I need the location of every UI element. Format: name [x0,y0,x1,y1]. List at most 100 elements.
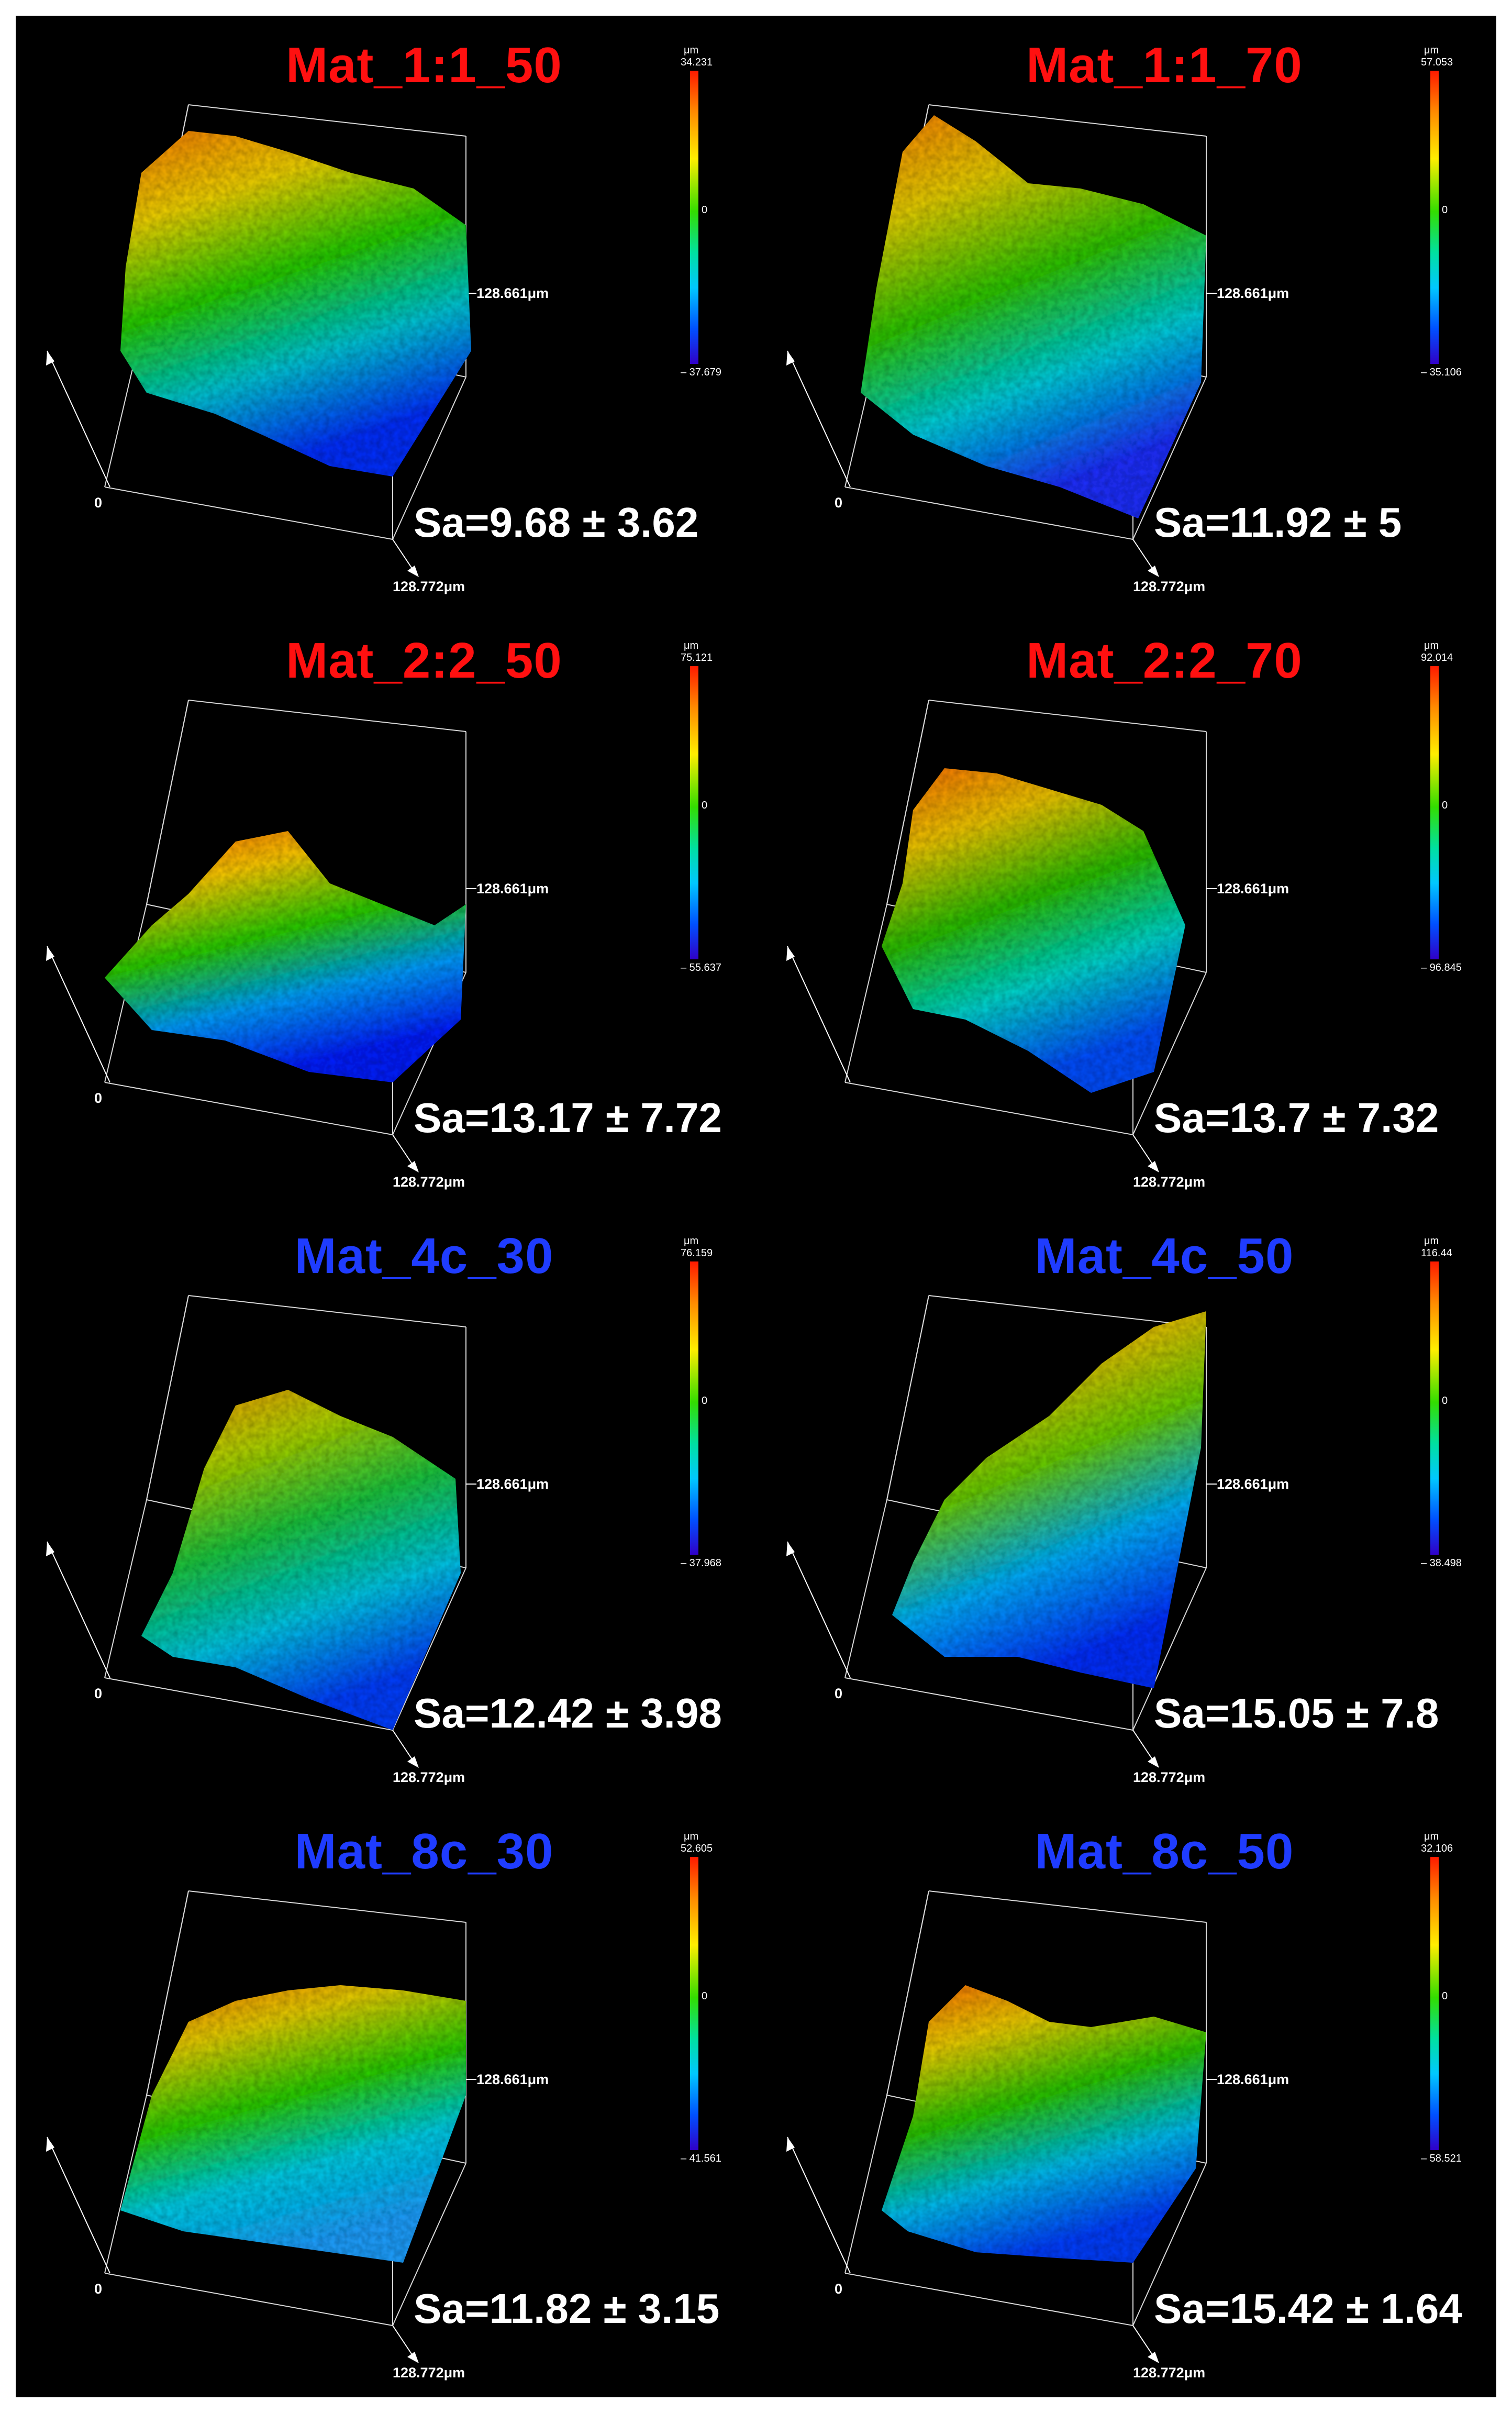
surface-panel-3: Mat_2:2_50 Sa=13.17 ± 7.72 128.661μm 128.77… [16,611,756,1206]
colorbar-zero-value: 0 [702,1395,708,1407]
surface-3d-plot [786,1890,1217,2363]
colorbar-gradient [690,71,698,364]
axis-origin-label: 0 [835,2281,843,2297]
height-map-surface [120,131,471,477]
surface-panel-6: Mat_4c_50 Sa=15.05 ± 7.8 128.661μm 128.772μ… [756,1206,1496,1802]
colorbar-unit: μm [684,1235,699,1247]
colorbar-min-value: – 35.106 [1421,367,1462,378]
axis-label-x-length: 128.772μm [393,2365,465,2381]
roughness-sa-value: Sa=13.7 ± 7.32 [1154,1094,1439,1141]
axis-label-x-length: 128.772μm [1133,1769,1206,1785]
sample-title: Mat_4c_30 [294,1228,554,1284]
axis-origin-label: 0 [835,1686,843,1701]
surface-3d-plot [46,104,476,577]
axis-label-y-length: 128.661μm [1217,881,1289,896]
colorbar-max-value: 34.231 [681,57,713,68]
axis-origin-label: 0 [835,495,843,511]
height-map-surface [882,1985,1206,2263]
axis-label-y-length: 128.661μm [476,285,549,301]
surface-3d-plot [46,700,476,1172]
figure-frame: Mat_1:1_50 Sa=9.68 ± 3.62 128.661μm 128.772… [16,16,1496,2397]
colorbar-max-value: 76.159 [681,1247,713,1259]
colorbar-min-value: – 41.561 [681,2153,721,2164]
height-map-surface [892,1311,1206,1688]
colorbar-zero-value: 0 [1442,204,1448,216]
sample-title: Mat_4c_50 [1035,1228,1294,1284]
colorbar-zero-value: 0 [702,800,708,811]
colorbar-max-value: 92.014 [1421,652,1453,663]
axis-label-x-length: 128.772μm [1133,2365,1206,2381]
surface-3d-plot [786,1295,1217,1768]
colorbar-gradient [690,1857,698,2150]
sample-title: Mat_2:2_50 [286,633,562,689]
colorbar-zero-value: 0 [1442,800,1448,811]
colorbar-gradient [690,1261,698,1555]
axis-origin-label: 0 [94,495,103,511]
roughness-sa-value: Sa=13.17 ± 7.72 [414,1094,722,1141]
roughness-sa-value: Sa=15.05 ± 7.8 [1154,1690,1439,1736]
colorbar-gradient [1430,71,1439,364]
colorbar-unit: μm [684,640,699,651]
height-map-surface [141,1390,461,1730]
axis-label-x-length: 128.772μm [393,579,465,594]
colorbar-zero-value: 0 [702,204,708,216]
colorbar-gradient [1430,1857,1439,2150]
roughness-sa-value: Sa=12.42 ± 3.98 [414,1690,722,1736]
surface-panel-5: Mat_4c_30 Sa=12.42 ± 3.98 128.661μm 128.772… [16,1206,756,1802]
roughness-sa-value: Sa=11.92 ± 5 [1154,499,1402,546]
roughness-sa-value: Sa=9.68 ± 3.62 [414,499,699,546]
colorbar-min-value: – 38.498 [1421,1557,1462,1569]
height-map-surface [105,831,466,1082]
axis-label-x-length: 128.772μm [393,1174,465,1190]
axis-label-y-length: 128.661μm [1217,2072,1289,2087]
colorbar-unit: μm [684,1831,699,1842]
colorbar-unit: μm [684,45,699,56]
surface-3d-plot [46,1890,476,2363]
colorbar-unit: μm [1424,1831,1439,1842]
colorbar-max-value: 52.605 [681,1843,713,1854]
colorbar-gradient [690,666,698,959]
colorbar-max-value: 57.053 [1421,57,1453,68]
roughness-sa-value: Sa=11.82 ± 3.15 [414,2285,720,2332]
colorbar-max-value: 116.44 [1421,1247,1452,1259]
surface-panel-2: Mat_1:1_70 Sa=11.92 ± 5 128.661μm 128.772μm… [756,16,1496,611]
sample-title: Mat_8c_50 [1035,1823,1294,1879]
axis-label-y-length: 128.661μm [1217,1476,1289,1492]
colorbar-unit: μm [1424,1235,1439,1247]
surface-3d-plot [786,104,1217,577]
colorbar-zero-value: 0 [1442,1395,1448,1407]
axis-origin-label: 0 [94,1090,103,1106]
sample-title: Mat_1:1_50 [286,37,562,93]
colorbar-min-value: – 37.968 [681,1557,721,1569]
colorbar-zero-value: 0 [702,1990,708,2002]
surface-3d-plot [46,1295,476,1768]
colorbar-unit: μm [1424,45,1439,56]
axis-label-x-length: 128.772μm [1133,1174,1206,1190]
axis-label-y-length: 128.661μm [1217,285,1289,301]
axis-label-y-length: 128.661μm [476,881,549,896]
colorbar-max-value: 75.121 [681,652,713,663]
colorbar-unit: μm [1424,640,1439,651]
colorbar-min-value: – 37.679 [681,367,721,378]
sample-title: Mat_8c_30 [294,1823,554,1879]
surface-3d-plot [786,700,1217,1172]
height-map-surface [861,115,1206,518]
axis-origin-label: 0 [94,2281,103,2297]
colorbar-gradient [1430,666,1439,959]
axis-origin-label: 0 [94,1686,103,1701]
colorbar-max-value: 32.106 [1421,1843,1453,1854]
colorbar-gradient [1430,1261,1439,1555]
axis-label-y-length: 128.661μm [476,1476,549,1492]
colorbar-min-value: – 96.845 [1421,962,1462,973]
sample-title: Mat_1:1_70 [1026,37,1303,93]
surface-panel-4: Mat_2:2_70 Sa=13.7 ± 7.32 128.661μm 128.772… [756,611,1496,1206]
axis-label-x-length: 128.772μm [1133,579,1206,594]
roughness-sa-value: Sa=15.42 ± 1.64 [1154,2285,1462,2332]
axis-label-y-length: 128.661μm [476,2072,549,2087]
surface-panel-7: Mat_8c_30 Sa=11.82 ± 3.15 128.661μm 128.772… [16,1802,756,2397]
height-map-surface [882,768,1185,1093]
height-map-surface [120,1985,466,2263]
surface-panel-8: Mat_8c_50 Sa=15.42 ± 1.64 128.661μm 128.772… [756,1802,1496,2397]
colorbar-zero-value: 0 [1442,1990,1448,2002]
colorbar-min-value: – 58.521 [1421,2153,1462,2164]
